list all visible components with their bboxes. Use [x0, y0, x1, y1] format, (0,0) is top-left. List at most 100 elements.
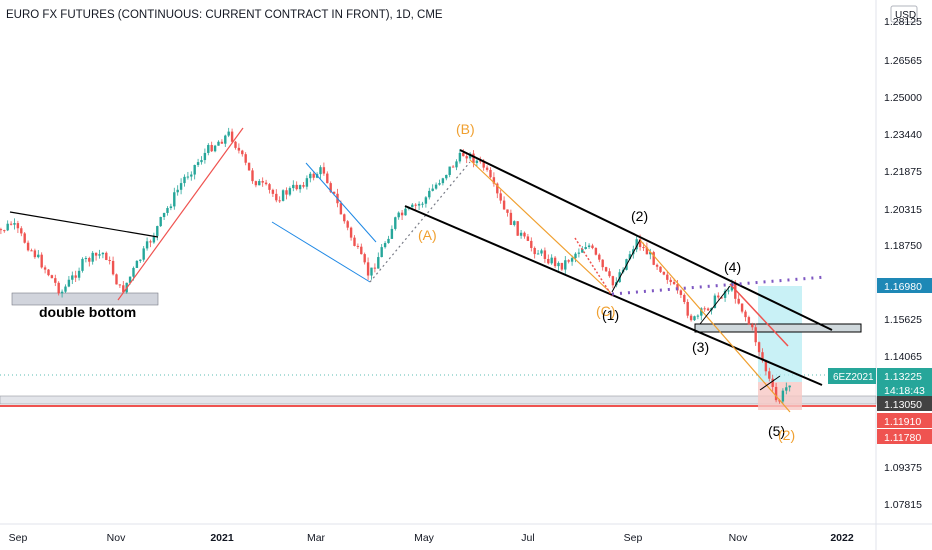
price-tick-label: 1.23440	[884, 129, 922, 141]
candle-body	[587, 245, 591, 248]
candle-body	[727, 290, 730, 292]
price-tick-label: 1.14065	[884, 351, 922, 363]
candle-body	[353, 237, 356, 246]
candle-body	[414, 204, 417, 206]
candle-body	[390, 228, 394, 239]
price-label-text: 1.16980	[884, 281, 922, 293]
plot-area[interactable]	[0, 0, 876, 524]
candle-body	[173, 192, 176, 207]
wave-label-2: (2)	[631, 208, 648, 224]
candle-body	[611, 276, 615, 286]
wave-label-3: (3)	[692, 339, 709, 355]
candle-body	[326, 173, 329, 184]
candle-body	[9, 223, 13, 225]
candle-body	[54, 278, 57, 283]
candle-body	[380, 247, 383, 258]
candle-body	[536, 253, 540, 255]
candle-body	[74, 275, 77, 278]
candle-body	[268, 184, 271, 190]
candle-body	[84, 258, 88, 260]
candle-body	[373, 267, 377, 269]
candle-body	[47, 269, 50, 276]
candle-body	[377, 257, 380, 269]
candle-body	[251, 170, 254, 182]
candle-body	[754, 327, 757, 343]
candle-body	[764, 360, 768, 372]
candle-body	[720, 297, 723, 299]
candle-body	[142, 248, 145, 260]
price-tick-label: 1.07815	[884, 499, 922, 511]
candle-body	[115, 274, 118, 285]
candle-body	[438, 183, 441, 185]
candle-body	[713, 295, 717, 308]
candle-body	[309, 173, 312, 179]
candle-body	[162, 212, 166, 218]
candle-body	[683, 294, 686, 302]
price-axis[interactable]	[876, 0, 932, 524]
candle-body	[604, 267, 608, 272]
price-tick-label: 1.20315	[884, 204, 922, 216]
price-label-box	[877, 396, 932, 411]
candle-body	[81, 258, 84, 271]
candle-body	[417, 203, 421, 206]
time-tick-label: Sep	[624, 532, 643, 544]
price-label-box	[877, 278, 932, 293]
price-tick-label: 1.25000	[884, 92, 922, 104]
candle-body	[584, 247, 587, 250]
price-label-box	[877, 413, 932, 428]
time-tick-label: Mar	[307, 532, 326, 544]
candle-body	[288, 188, 292, 195]
price-label-text: 1.13050	[884, 399, 922, 411]
candle-body	[547, 258, 550, 264]
candle-body	[57, 282, 60, 294]
trendline-red-dotted	[574, 237, 613, 297]
candle-body	[482, 160, 485, 168]
candle-body	[285, 190, 288, 195]
candle-body	[570, 258, 574, 262]
candle-body	[67, 279, 71, 287]
candle-body	[424, 197, 428, 204]
candle-body	[312, 173, 315, 178]
candle-body	[652, 252, 655, 265]
channel-upper	[459, 149, 833, 331]
candle-body	[118, 284, 122, 286]
trendline-blue-1	[271, 221, 371, 283]
candle-body	[489, 169, 492, 178]
candle-body	[404, 208, 407, 216]
price-label-text: 1.11780	[884, 432, 921, 444]
candle-body	[190, 174, 193, 177]
candle-body	[217, 141, 220, 146]
candle-body	[672, 281, 676, 285]
candle-body	[132, 267, 135, 277]
candle-body	[717, 295, 720, 298]
candle-body	[156, 226, 159, 236]
currency-box[interactable]	[890, 5, 918, 23]
candle-body	[666, 274, 669, 280]
candle-body	[50, 275, 54, 279]
candle-body	[60, 291, 64, 294]
trendline-orange-1	[469, 159, 611, 293]
candle-body	[0, 229, 3, 231]
candle-body	[258, 181, 261, 186]
candle-body	[77, 270, 81, 278]
candle-body	[744, 311, 747, 318]
candle-body	[519, 232, 523, 236]
candle-body	[774, 386, 778, 401]
wave-label-5: (5)	[768, 423, 785, 439]
candle-body	[43, 267, 47, 270]
candle-body	[557, 262, 560, 267]
candle-body	[332, 191, 336, 194]
symbol-label: 6EZ2021	[833, 372, 874, 383]
candle-body	[475, 160, 479, 163]
candle-body	[94, 252, 98, 256]
candle-body	[679, 290, 683, 295]
candle-body	[360, 246, 363, 255]
price-label-box	[877, 429, 932, 444]
candle-body	[649, 252, 652, 255]
candle-body	[693, 316, 696, 321]
time-axis-ticks: Sep Nov 2021 Mar May Jul Sep Nov 2022	[9, 532, 854, 544]
candle-body	[564, 260, 567, 270]
wave-line-1	[611, 239, 641, 293]
